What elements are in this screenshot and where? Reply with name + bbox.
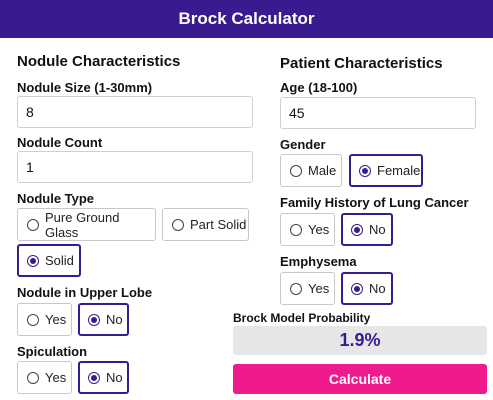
family-history-label: Family History of Lung Cancer <box>280 195 469 210</box>
title-bar: Brock Calculator <box>0 0 493 38</box>
nodule-type-label: Nodule Type <box>17 191 95 206</box>
family-history-option-no[interactable]: No <box>341 213 393 246</box>
gender-label: Gender <box>280 137 326 152</box>
spiculation-option-yes[interactable]: Yes <box>17 361 72 394</box>
nodule-section-title: Nodule Characteristics <box>17 53 181 70</box>
radio-icon <box>27 218 39 231</box>
app-title: Brock Calculator <box>178 9 315 28</box>
probability-value: 1.9% <box>339 330 381 350</box>
radio-selected-icon <box>359 164 371 177</box>
age-input[interactable] <box>280 97 476 129</box>
upper-lobe-option-no[interactable]: No <box>78 303 129 336</box>
option-label: Female <box>377 163 421 178</box>
radio-icon <box>290 223 302 236</box>
radio-icon <box>290 164 302 177</box>
gender-option-male[interactable]: Male <box>280 154 342 187</box>
nodule-size-label: Nodule Size (1-30mm) <box>17 80 153 95</box>
radio-selected-icon <box>88 371 100 384</box>
spiculation-label: Spiculation <box>17 344 88 359</box>
calculate-button[interactable]: Calculate <box>233 364 487 394</box>
radio-selected-icon <box>351 282 363 295</box>
nodule-type-option-pure-ground-glass[interactable]: Pure Ground Glass <box>17 208 156 241</box>
radio-icon <box>27 313 39 326</box>
calculate-button-label: Calculate <box>328 371 392 387</box>
option-label: No <box>369 281 386 296</box>
option-label: Yes <box>308 281 330 296</box>
option-label: No <box>106 370 123 385</box>
emphysema-label: Emphysema <box>280 254 357 269</box>
age-label: Age (18-100) <box>280 80 358 95</box>
gender-option-female[interactable]: Female <box>349 154 423 187</box>
option-label: Yes <box>45 312 67 327</box>
radio-icon <box>27 371 39 384</box>
family-history-option-yes[interactable]: Yes <box>280 213 335 246</box>
radio-icon <box>172 218 184 231</box>
nodule-type-option-solid[interactable]: Solid <box>17 244 81 277</box>
upper-lobe-label: Nodule in Upper Lobe <box>17 285 153 300</box>
emphysema-option-no[interactable]: No <box>341 272 393 305</box>
option-label: Pure Ground Glass <box>45 209 120 240</box>
option-label: Male <box>308 163 337 178</box>
upper-lobe-option-yes[interactable]: Yes <box>17 303 72 336</box>
radio-selected-icon <box>351 223 363 236</box>
option-label: Solid <box>45 253 74 268</box>
option-label: Yes <box>45 370 67 385</box>
option-label: Part Solid <box>190 217 247 232</box>
spiculation-option-no[interactable]: No <box>78 361 129 394</box>
option-label: No <box>106 312 123 327</box>
probability-result: 1.9% <box>233 326 487 355</box>
probability-label: Brock Model Probability <box>233 311 371 325</box>
radio-selected-icon <box>88 313 100 326</box>
nodule-count-input[interactable] <box>17 151 253 183</box>
patient-section-title: Patient Characteristics <box>280 55 443 72</box>
emphysema-option-yes[interactable]: Yes <box>280 272 335 305</box>
option-label: No <box>369 222 386 237</box>
radio-icon <box>290 282 302 295</box>
nodule-count-label: Nodule Count <box>17 135 103 150</box>
radio-selected-icon <box>27 254 39 267</box>
nodule-size-input[interactable] <box>17 96 253 128</box>
option-label: Yes <box>308 222 330 237</box>
nodule-type-option-part-solid[interactable]: Part Solid <box>162 208 249 241</box>
